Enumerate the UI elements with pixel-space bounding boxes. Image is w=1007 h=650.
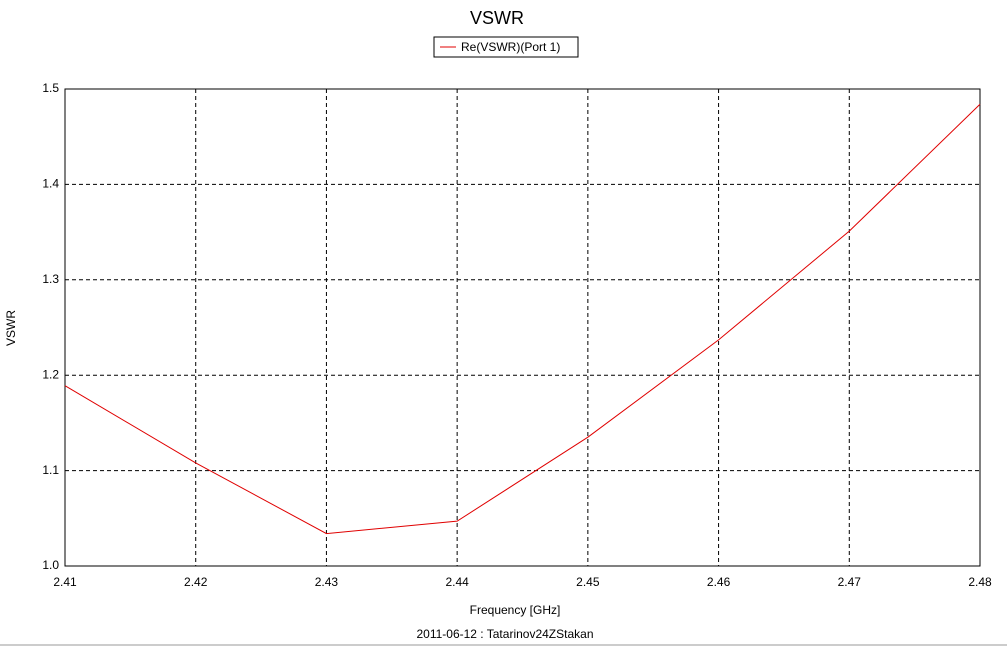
x-tick-label: 2.41: [53, 575, 77, 589]
x-axis-label: Frequency [GHz]: [470, 603, 561, 617]
x-tick-label: 2.42: [184, 575, 208, 589]
x-tick-label: 2.44: [445, 575, 469, 589]
chart-title: VSWR: [470, 8, 524, 28]
footer: 2011-06-12 : Tatarinov24ZStakan: [416, 627, 593, 641]
y-tick-label: 1.4: [42, 177, 59, 191]
y-axis-label: VSWR: [4, 310, 18, 346]
x-tick-label: 2.48: [968, 575, 992, 589]
y-tick-label: 1.3: [42, 272, 59, 286]
plot-frame: [64, 88, 981, 567]
data-line: [64, 103, 981, 535]
x-tick-label: 2.46: [707, 575, 731, 589]
y-tick-label: 1.2: [42, 367, 59, 381]
legend-label: Re(VSWR)(Port 1): [461, 40, 560, 54]
y-tick-label: 1.1: [42, 463, 59, 477]
y-tick-label: 1.0: [42, 558, 59, 572]
x-tick-label: 2.43: [315, 575, 339, 589]
x-tick-label: 2.45: [576, 575, 600, 589]
legend-box: [433, 36, 579, 58]
x-tick-label: 2.47: [838, 575, 862, 589]
y-tick-label: 1.5: [42, 81, 59, 95]
